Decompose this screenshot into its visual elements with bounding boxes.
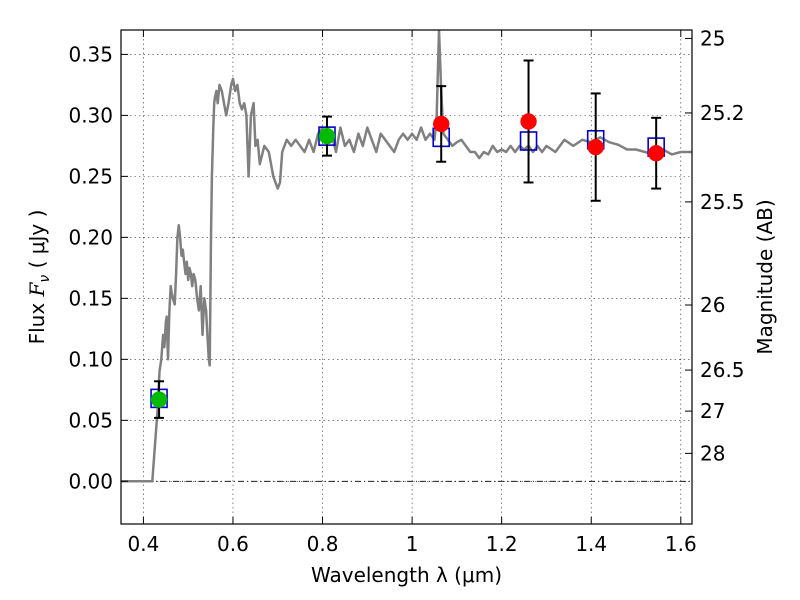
y2-tick-label: 26.5	[700, 358, 745, 382]
y2-axis-title: Magnitude (AB)	[753, 199, 777, 354]
y2-tick-label: 25	[700, 26, 725, 50]
y2-tick-label: 27	[700, 399, 725, 423]
observed-point	[318, 127, 336, 145]
y-axis-title-symbol: F	[25, 281, 49, 297]
y2-tick-label: 26	[700, 293, 725, 317]
x-axis-title: Wavelength λ (μm)	[311, 563, 502, 587]
y-tick-label: 0.15	[68, 286, 113, 310]
y-tick-label: 0.00	[68, 469, 113, 493]
y2-tick-label: 28	[700, 441, 725, 465]
observed-point	[520, 113, 537, 130]
spectrum-line	[121, 30, 692, 483]
y-axis-title-suffix: ( μJy )	[25, 210, 49, 275]
observed-point	[587, 138, 604, 156]
axis-ticks: 0.4 0.6 0.8 1 1.2 1.4 1.6 0.00 0.05 0.10 0.15 0.20 0…	[68, 26, 744, 556]
x-tick-label: 1	[406, 532, 419, 556]
x-tick-label: 1.6	[665, 532, 697, 556]
x-tick-label: 1.4	[575, 532, 607, 556]
y-tick-label: 0.25	[68, 164, 113, 188]
y-tick-label: 0.20	[68, 225, 113, 249]
observed-point	[647, 144, 665, 162]
y-tick-label: 0.10	[68, 347, 113, 371]
spectrum-series	[121, 30, 692, 483]
observed-point	[150, 391, 168, 408]
y-axis-title: Flux Fν ( μJy )	[25, 210, 53, 345]
observed-photometry-series	[150, 59, 665, 419]
model-photometry-series	[150, 126, 665, 409]
y-tick-label: 0.05	[68, 408, 113, 432]
y-tick-label: 0.30	[68, 103, 113, 127]
y2-tick-label: 25.2	[700, 101, 745, 125]
y2-tick-label: 25.5	[700, 190, 745, 214]
observed-point	[432, 115, 450, 133]
x-tick-label: 1.2	[486, 532, 518, 556]
x-tick-label: 0.4	[127, 532, 159, 556]
grid-lines	[121, 30, 692, 524]
y-tick-label: 0.35	[68, 42, 113, 66]
x-tick-label: 0.6	[217, 532, 249, 556]
y-axis-title-subscript: ν	[37, 275, 53, 283]
y-axis-title-prefix: Flux	[25, 296, 49, 344]
x-tick-label: 0.8	[307, 532, 339, 556]
plot-frame	[120, 29, 693, 525]
